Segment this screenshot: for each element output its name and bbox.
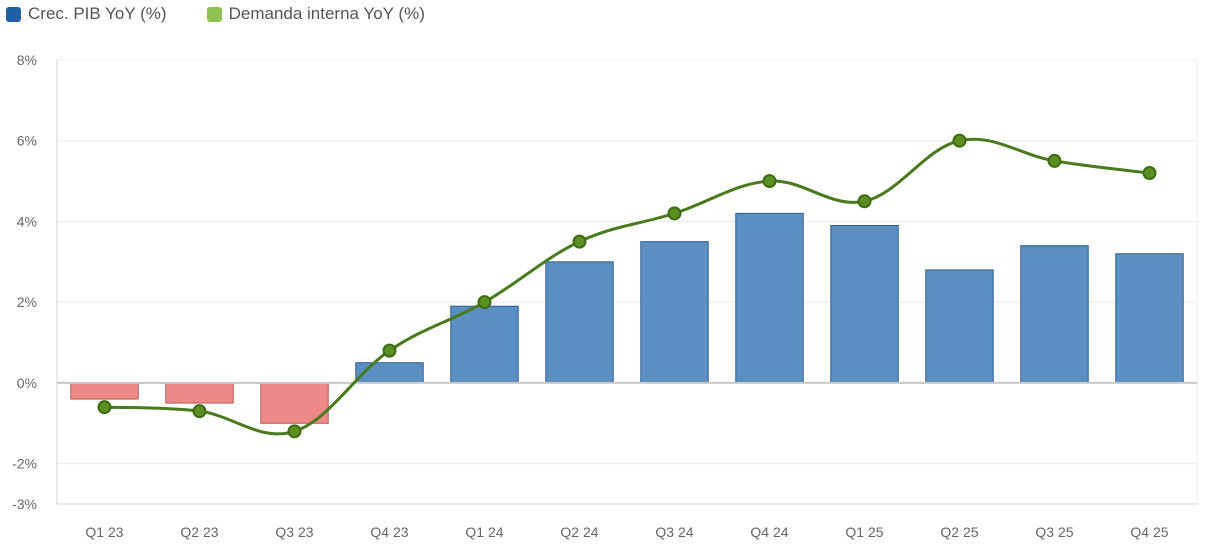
y-tick-label: 8% bbox=[17, 52, 37, 68]
x-tick-label: Q3 25 bbox=[1035, 524, 1073, 540]
legend-item-pib[interactable]: Crec. PIB YoY (%) bbox=[6, 4, 167, 24]
bar bbox=[1020, 245, 1089, 384]
y-tick-label: 4% bbox=[17, 213, 37, 229]
x-tick-label: Q1 25 bbox=[845, 524, 883, 540]
bar bbox=[70, 382, 139, 400]
x-tick-label: Q3 24 bbox=[655, 524, 693, 540]
bar bbox=[1115, 253, 1184, 384]
x-tick-label: Q2 25 bbox=[940, 524, 978, 540]
legend-label-demanda: Demanda interna YoY (%) bbox=[228, 4, 425, 23]
x-tick-label: Q2 24 bbox=[560, 524, 598, 540]
y-tick-label: -2% bbox=[12, 456, 37, 472]
y-axis: -3% -2% 0% 2% 4% 6% 8% bbox=[12, 52, 58, 512]
chart-legend: Crec. PIB YoY (%) Demanda interna YoY (%… bbox=[6, 3, 425, 25]
x-tick-label: Q3 23 bbox=[275, 524, 313, 540]
line-point bbox=[287, 424, 302, 439]
bar bbox=[165, 382, 234, 404]
line-point bbox=[192, 404, 207, 419]
line-point bbox=[1047, 153, 1062, 168]
y-tick-label: 2% bbox=[17, 294, 37, 310]
legend-swatch-demanda bbox=[206, 6, 222, 22]
bar bbox=[925, 269, 994, 384]
bar bbox=[640, 241, 709, 384]
bar bbox=[450, 305, 519, 384]
x-tick-label: Q2 23 bbox=[180, 524, 218, 540]
line-point bbox=[97, 400, 112, 415]
y-tick-label: 0% bbox=[17, 375, 37, 391]
line-point bbox=[857, 194, 872, 209]
legend-item-demanda[interactable]: Demanda interna YoY (%) bbox=[206, 4, 425, 24]
line-point bbox=[572, 234, 587, 249]
x-tick-label: Q1 23 bbox=[85, 524, 123, 540]
x-tick-label: Q4 25 bbox=[1130, 524, 1168, 540]
legend-label-pib: Crec. PIB YoY (%) bbox=[28, 4, 167, 23]
x-axis: Q1 23 Q2 23 Q3 23 Q4 23 Q1 24 Q2 24 Q3 24 Q4 24… bbox=[57, 503, 1197, 540]
bar bbox=[545, 261, 614, 384]
line-point bbox=[382, 343, 397, 358]
line-series bbox=[97, 133, 1157, 439]
x-tick-label: Q4 24 bbox=[750, 524, 788, 540]
x-tick-label: Q1 24 bbox=[465, 524, 503, 540]
line-point bbox=[667, 206, 682, 221]
line-point bbox=[1142, 166, 1157, 181]
bar-series bbox=[70, 212, 1184, 424]
x-tick-label: Q4 23 bbox=[370, 524, 408, 540]
line-point bbox=[477, 295, 492, 310]
bar bbox=[735, 212, 804, 384]
line-point bbox=[762, 174, 777, 189]
line-point bbox=[952, 133, 967, 148]
legend-swatch-pib bbox=[6, 6, 21, 22]
grid-lines bbox=[57, 59, 1198, 504]
y-tick-label: 6% bbox=[17, 133, 37, 149]
y-tick-label: -3% bbox=[12, 496, 37, 512]
bar bbox=[830, 224, 899, 384]
